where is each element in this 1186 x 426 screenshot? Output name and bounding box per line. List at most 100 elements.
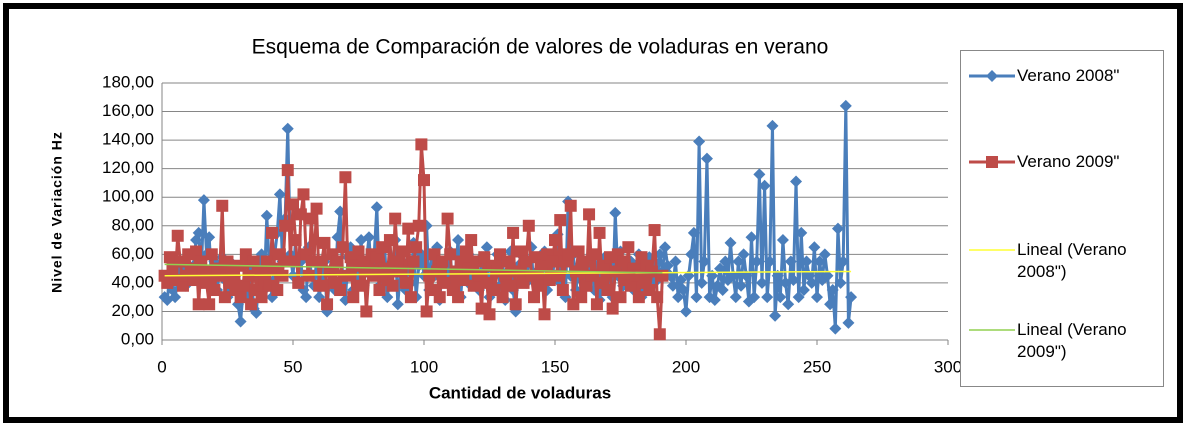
data-point [391, 255, 404, 268]
data-point [457, 274, 470, 287]
data-point [617, 255, 630, 268]
data-point [245, 298, 258, 311]
data-point [370, 201, 383, 214]
data-point [614, 291, 627, 304]
data-point [690, 291, 703, 304]
data-point [465, 234, 478, 247]
data-point [656, 269, 669, 282]
data-point [260, 209, 273, 222]
data-point [297, 188, 310, 201]
data-point [467, 279, 480, 292]
x-tick-label: 200 [672, 357, 700, 376]
y-axis-label: Nivel de Variación Hz [49, 131, 65, 293]
legend-marker [986, 156, 998, 168]
data-point [459, 245, 472, 258]
data-point [360, 305, 373, 318]
y-tick-label: 100,00 [102, 187, 154, 206]
data-point [394, 265, 407, 278]
data-point [399, 276, 412, 289]
data-point [824, 298, 837, 311]
y-tick-label: 160,00 [102, 101, 154, 120]
data-point [331, 255, 344, 268]
data-point [826, 284, 839, 297]
data-point [698, 255, 711, 268]
data-point [326, 248, 339, 261]
data-point [305, 212, 318, 225]
data-point [483, 308, 496, 321]
data-point [831, 222, 844, 235]
data-point [708, 294, 721, 307]
data-point [782, 298, 795, 311]
data-point [247, 255, 260, 268]
data-point [339, 171, 352, 184]
data-point [239, 248, 252, 261]
data-point [501, 255, 514, 268]
data-point [761, 291, 774, 304]
data-point [674, 274, 687, 287]
data-point [580, 279, 593, 292]
data-point [273, 188, 286, 201]
data-point [845, 291, 858, 304]
y-tick-label: 20,00 [111, 301, 154, 320]
x-tick-label: 150 [541, 357, 569, 376]
y-tick-label: 140,00 [102, 130, 154, 149]
data-point [549, 234, 561, 247]
x-tick-label: 0 [157, 357, 166, 376]
data-point [507, 226, 520, 239]
x-tick-label: 300 [934, 357, 962, 376]
data-point [520, 255, 533, 268]
data-point [763, 255, 776, 268]
data-point [622, 241, 635, 254]
data-point [373, 284, 386, 297]
data-point [182, 248, 195, 261]
data-point [593, 226, 606, 239]
data-point [800, 255, 813, 268]
data-point [300, 291, 313, 304]
data-point [512, 265, 525, 278]
data-point [795, 226, 808, 239]
data-point [496, 291, 509, 304]
data-point [420, 305, 433, 318]
legend-swatch [969, 156, 1015, 168]
data-point [480, 241, 493, 254]
legend-swatch [969, 70, 1015, 82]
data-point [302, 269, 315, 282]
data-point [499, 269, 512, 282]
y-tick-label: 40,00 [111, 272, 154, 291]
data-point [171, 229, 184, 242]
data-point [541, 248, 554, 261]
data-point [294, 208, 307, 221]
data-point [735, 279, 748, 292]
data-point [289, 234, 302, 247]
data-point [653, 328, 666, 341]
data-point [695, 276, 708, 289]
data-point [444, 248, 457, 261]
data-point [397, 245, 410, 258]
legend-label: Lineal (Verano 2008") [1017, 240, 1127, 281]
data-point [415, 138, 428, 151]
data-point [737, 248, 750, 261]
data-point [528, 291, 541, 304]
data-point [279, 219, 292, 232]
data-point [766, 119, 779, 132]
data-point [313, 279, 326, 292]
data-point [753, 168, 766, 181]
data-point [342, 269, 355, 282]
data-point [300, 248, 313, 261]
chart-title: Esquema de Comparación de valores de vol… [252, 36, 829, 59]
data-point [218, 291, 231, 304]
data-point [651, 291, 664, 304]
data-point [666, 279, 679, 292]
data-point [271, 284, 284, 297]
data-point [769, 309, 782, 322]
data-point [732, 255, 745, 268]
legend-swatch [969, 249, 1015, 251]
data-point [433, 291, 446, 304]
data-point [287, 198, 299, 211]
data-point [842, 316, 855, 329]
trend-line [164, 263, 663, 274]
data-point [321, 298, 334, 311]
data-point [197, 265, 210, 278]
data-point [336, 241, 349, 254]
